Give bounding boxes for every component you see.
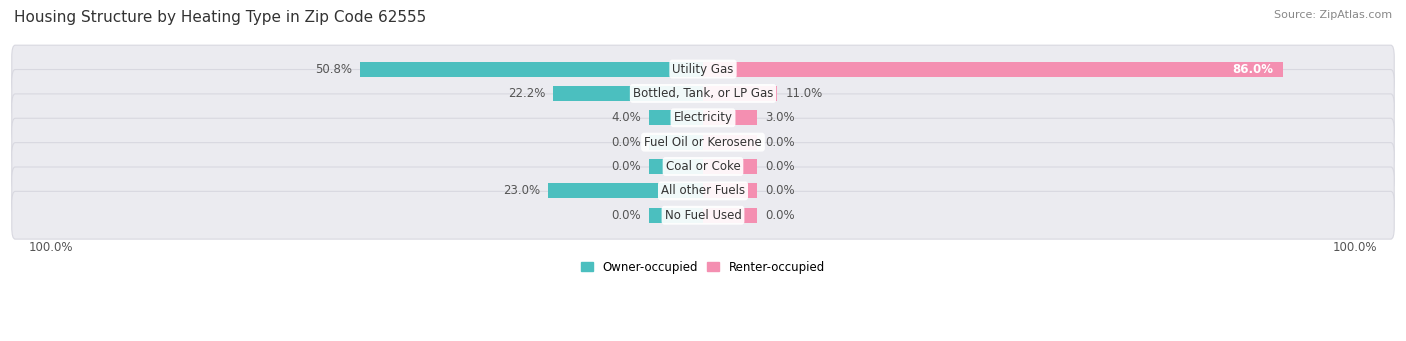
Text: Housing Structure by Heating Type in Zip Code 62555: Housing Structure by Heating Type in Zip… <box>14 10 426 25</box>
FancyBboxPatch shape <box>11 94 1395 142</box>
Text: 86.0%: 86.0% <box>1232 62 1272 76</box>
Text: Utility Gas: Utility Gas <box>672 62 734 76</box>
Text: 0.0%: 0.0% <box>765 136 794 149</box>
FancyBboxPatch shape <box>11 70 1395 117</box>
Text: 0.0%: 0.0% <box>765 160 794 173</box>
Text: 0.0%: 0.0% <box>612 136 641 149</box>
Text: No Fuel Used: No Fuel Used <box>665 209 741 222</box>
Text: 22.2%: 22.2% <box>508 87 546 100</box>
Bar <box>703 183 756 198</box>
Text: 11.0%: 11.0% <box>786 87 823 100</box>
Text: Bottled, Tank, or LP Gas: Bottled, Tank, or LP Gas <box>633 87 773 100</box>
Bar <box>703 135 756 150</box>
Bar <box>650 208 703 223</box>
Text: 100.0%: 100.0% <box>1333 241 1378 254</box>
Text: 0.0%: 0.0% <box>765 209 794 222</box>
FancyBboxPatch shape <box>11 191 1395 239</box>
Text: 23.0%: 23.0% <box>503 184 540 197</box>
Bar <box>703 208 756 223</box>
Bar <box>360 61 703 77</box>
FancyBboxPatch shape <box>11 143 1395 190</box>
FancyBboxPatch shape <box>11 118 1395 166</box>
Bar <box>554 86 703 101</box>
Text: Electricity: Electricity <box>673 111 733 124</box>
FancyBboxPatch shape <box>11 167 1395 215</box>
Bar <box>703 110 756 125</box>
Text: 0.0%: 0.0% <box>612 160 641 173</box>
Text: 0.0%: 0.0% <box>612 209 641 222</box>
Bar <box>650 110 703 125</box>
Bar <box>650 159 703 174</box>
Text: 0.0%: 0.0% <box>765 184 794 197</box>
Text: 4.0%: 4.0% <box>612 111 641 124</box>
Text: 50.8%: 50.8% <box>315 62 353 76</box>
Bar <box>703 86 778 101</box>
Text: All other Fuels: All other Fuels <box>661 184 745 197</box>
Text: Coal or Coke: Coal or Coke <box>665 160 741 173</box>
Text: 3.0%: 3.0% <box>765 111 794 124</box>
Bar <box>703 61 1282 77</box>
Bar <box>703 159 756 174</box>
Text: Source: ZipAtlas.com: Source: ZipAtlas.com <box>1274 10 1392 20</box>
Text: Fuel Oil or Kerosene: Fuel Oil or Kerosene <box>644 136 762 149</box>
Bar <box>650 135 703 150</box>
Legend: Owner-occupied, Renter-occupied: Owner-occupied, Renter-occupied <box>579 258 827 276</box>
Bar <box>548 183 703 198</box>
FancyBboxPatch shape <box>11 45 1395 93</box>
Text: 100.0%: 100.0% <box>28 241 73 254</box>
